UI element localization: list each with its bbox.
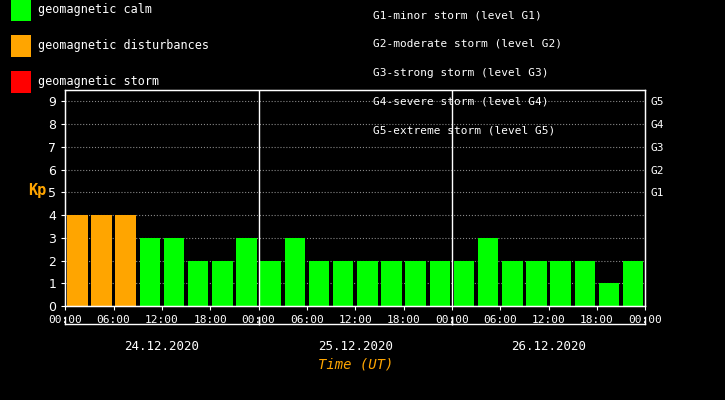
Text: G5-extreme storm (level G5): G5-extreme storm (level G5) [373, 125, 555, 135]
Bar [333, 260, 353, 306]
Bar [502, 260, 523, 306]
Text: G3-strong storm (level G3): G3-strong storm (level G3) [373, 68, 549, 78]
Bar [309, 260, 329, 306]
Bar [164, 238, 184, 306]
Bar [574, 260, 595, 306]
Text: geomagnetic disturbances: geomagnetic disturbances [38, 40, 210, 52]
Text: Time (UT): Time (UT) [318, 358, 393, 372]
Bar [236, 238, 257, 306]
Bar [139, 238, 160, 306]
Bar [623, 260, 644, 306]
Bar [381, 260, 402, 306]
Bar [67, 215, 88, 306]
Bar [212, 260, 233, 306]
Bar [478, 238, 498, 306]
Text: 25.12.2020: 25.12.2020 [318, 340, 393, 353]
Text: 24.12.2020: 24.12.2020 [125, 340, 199, 353]
Bar [91, 215, 112, 306]
Bar [405, 260, 426, 306]
Text: G4-severe storm (level G4): G4-severe storm (level G4) [373, 96, 549, 106]
Bar [284, 238, 305, 306]
Text: 26.12.2020: 26.12.2020 [511, 340, 586, 353]
Bar [188, 260, 208, 306]
Text: geomagnetic storm: geomagnetic storm [38, 76, 160, 88]
Bar [357, 260, 378, 306]
Bar [454, 260, 474, 306]
Bar [115, 215, 136, 306]
Bar [429, 260, 450, 306]
Bar [260, 260, 281, 306]
Bar [550, 260, 571, 306]
Bar [599, 283, 619, 306]
Bar [526, 260, 547, 306]
Text: geomagnetic calm: geomagnetic calm [38, 4, 152, 16]
Y-axis label: Kp: Kp [28, 183, 46, 198]
Text: G2-moderate storm (level G2): G2-moderate storm (level G2) [373, 39, 563, 49]
Text: G1-minor storm (level G1): G1-minor storm (level G1) [373, 10, 542, 20]
